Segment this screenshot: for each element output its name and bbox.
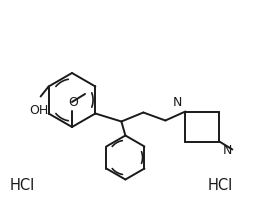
Text: O: O xyxy=(68,96,78,109)
Text: OH: OH xyxy=(29,104,48,118)
Text: N: N xyxy=(173,96,182,110)
Text: HCl: HCl xyxy=(9,177,35,193)
Text: HCl: HCl xyxy=(207,177,233,193)
Text: N: N xyxy=(222,143,232,156)
